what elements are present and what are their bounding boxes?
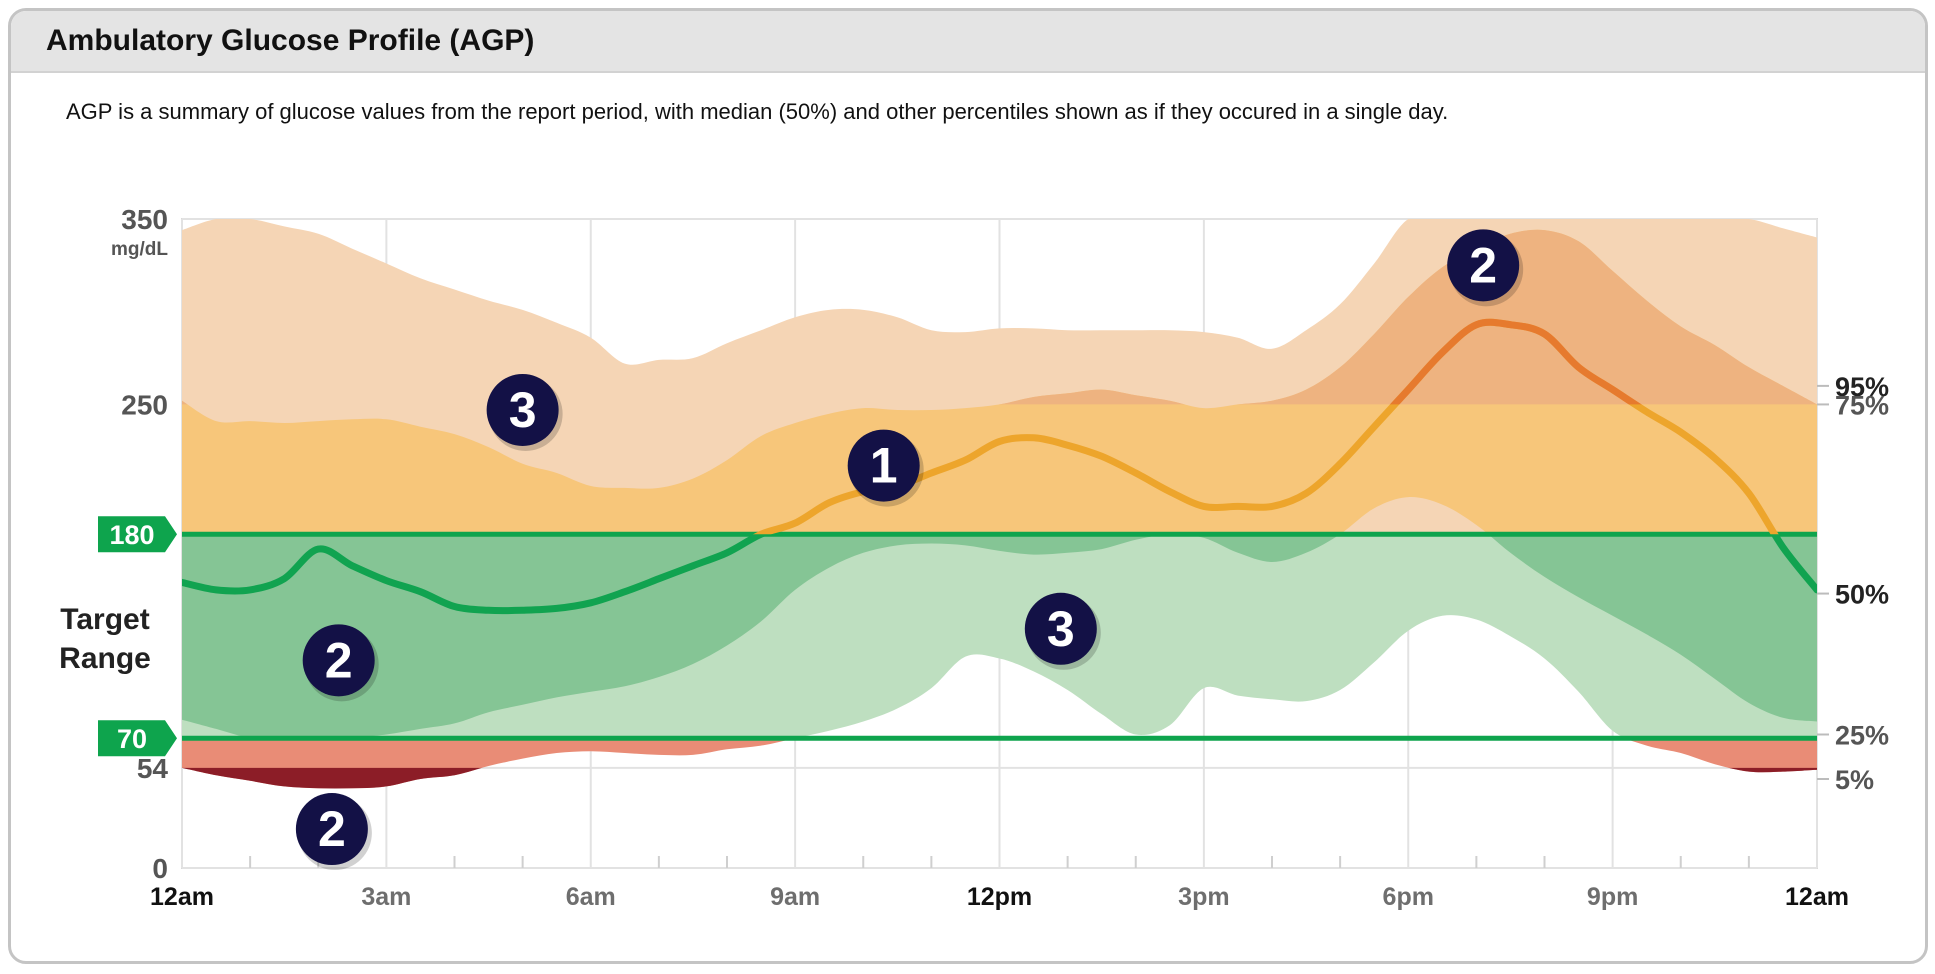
band-5-95-below (182, 738, 1817, 789)
percentile-label: 75% (1835, 390, 1889, 420)
callout-number: 2 (325, 632, 353, 688)
target-range-label: Range (59, 642, 151, 675)
y-tick-label: 0 (152, 853, 168, 884)
percentile-label: 5% (1835, 765, 1874, 795)
percentile-label: 25% (1835, 720, 1889, 750)
x-tick-label: 9am (770, 883, 820, 911)
band-25-75-target (182, 534, 1817, 739)
card-description: AGP is a summary of glucose values from … (66, 99, 1449, 124)
x-tick-label: 9pm (1587, 883, 1638, 911)
y-unit-label: mg/dL (111, 239, 168, 260)
percentile-label: 50% (1835, 580, 1889, 610)
percentile-label: 95% (1835, 372, 1889, 402)
x-tick-label: 12am (150, 883, 214, 911)
callout-number: 3 (1047, 601, 1075, 657)
callout-badge (1447, 229, 1520, 302)
median-line (182, 534, 1817, 615)
target-badge (98, 516, 177, 553)
callout-badge (1024, 592, 1097, 665)
y-tick-label: 350 (121, 204, 168, 235)
target-badge-label: 70 (117, 724, 147, 754)
percentile-axis: 95%75% 50% 25% 5% (1817, 372, 1889, 795)
zone-target (182, 534, 1817, 739)
median-line (1389, 318, 1642, 405)
callout-badge (295, 793, 368, 866)
target-badge (98, 720, 177, 757)
y-tick-label: 250 (121, 389, 168, 420)
x-axis: 12am 3am 6am 9am 12pm 3pm 6pm 9pm 12am (150, 883, 1849, 911)
x-tick-label: 3pm (1178, 883, 1229, 911)
callout-number: 3 (509, 382, 537, 438)
zone-very-high (182, 229, 1817, 405)
zone-very-low (182, 767, 1817, 789)
callout-badge (302, 624, 375, 697)
y-axis: 0 54 250 350 mg/dL (111, 204, 168, 884)
band-very-low (182, 767, 1817, 789)
callout-number: 2 (318, 801, 346, 857)
callouts: 1 2 2 2 3 3 (295, 229, 1524, 871)
x-tick-label: 3am (361, 883, 411, 911)
x-tick-label: 6pm (1383, 883, 1434, 911)
median-target (182, 534, 1817, 615)
band-25-75-very-high (182, 229, 1817, 405)
card-title: Ambulatory Glucose Profile (AGP) (46, 24, 535, 57)
card-header: Ambulatory Glucose Profile (AGP) (11, 11, 1925, 73)
target-range-label: Target (60, 603, 149, 636)
y-tick-label: 54 (137, 753, 169, 784)
x-tick-label: 12pm (967, 883, 1032, 911)
target-badge-label: 180 (109, 520, 154, 550)
callout-number: 2 (1469, 237, 1497, 293)
median-veryhigh (1389, 318, 1642, 405)
x-tick-label: 6am (566, 883, 616, 911)
callout-badge (486, 373, 559, 446)
callout-badge (847, 429, 920, 502)
x-tick-label: 12am (1785, 883, 1849, 911)
callout-number: 1 (870, 438, 898, 494)
